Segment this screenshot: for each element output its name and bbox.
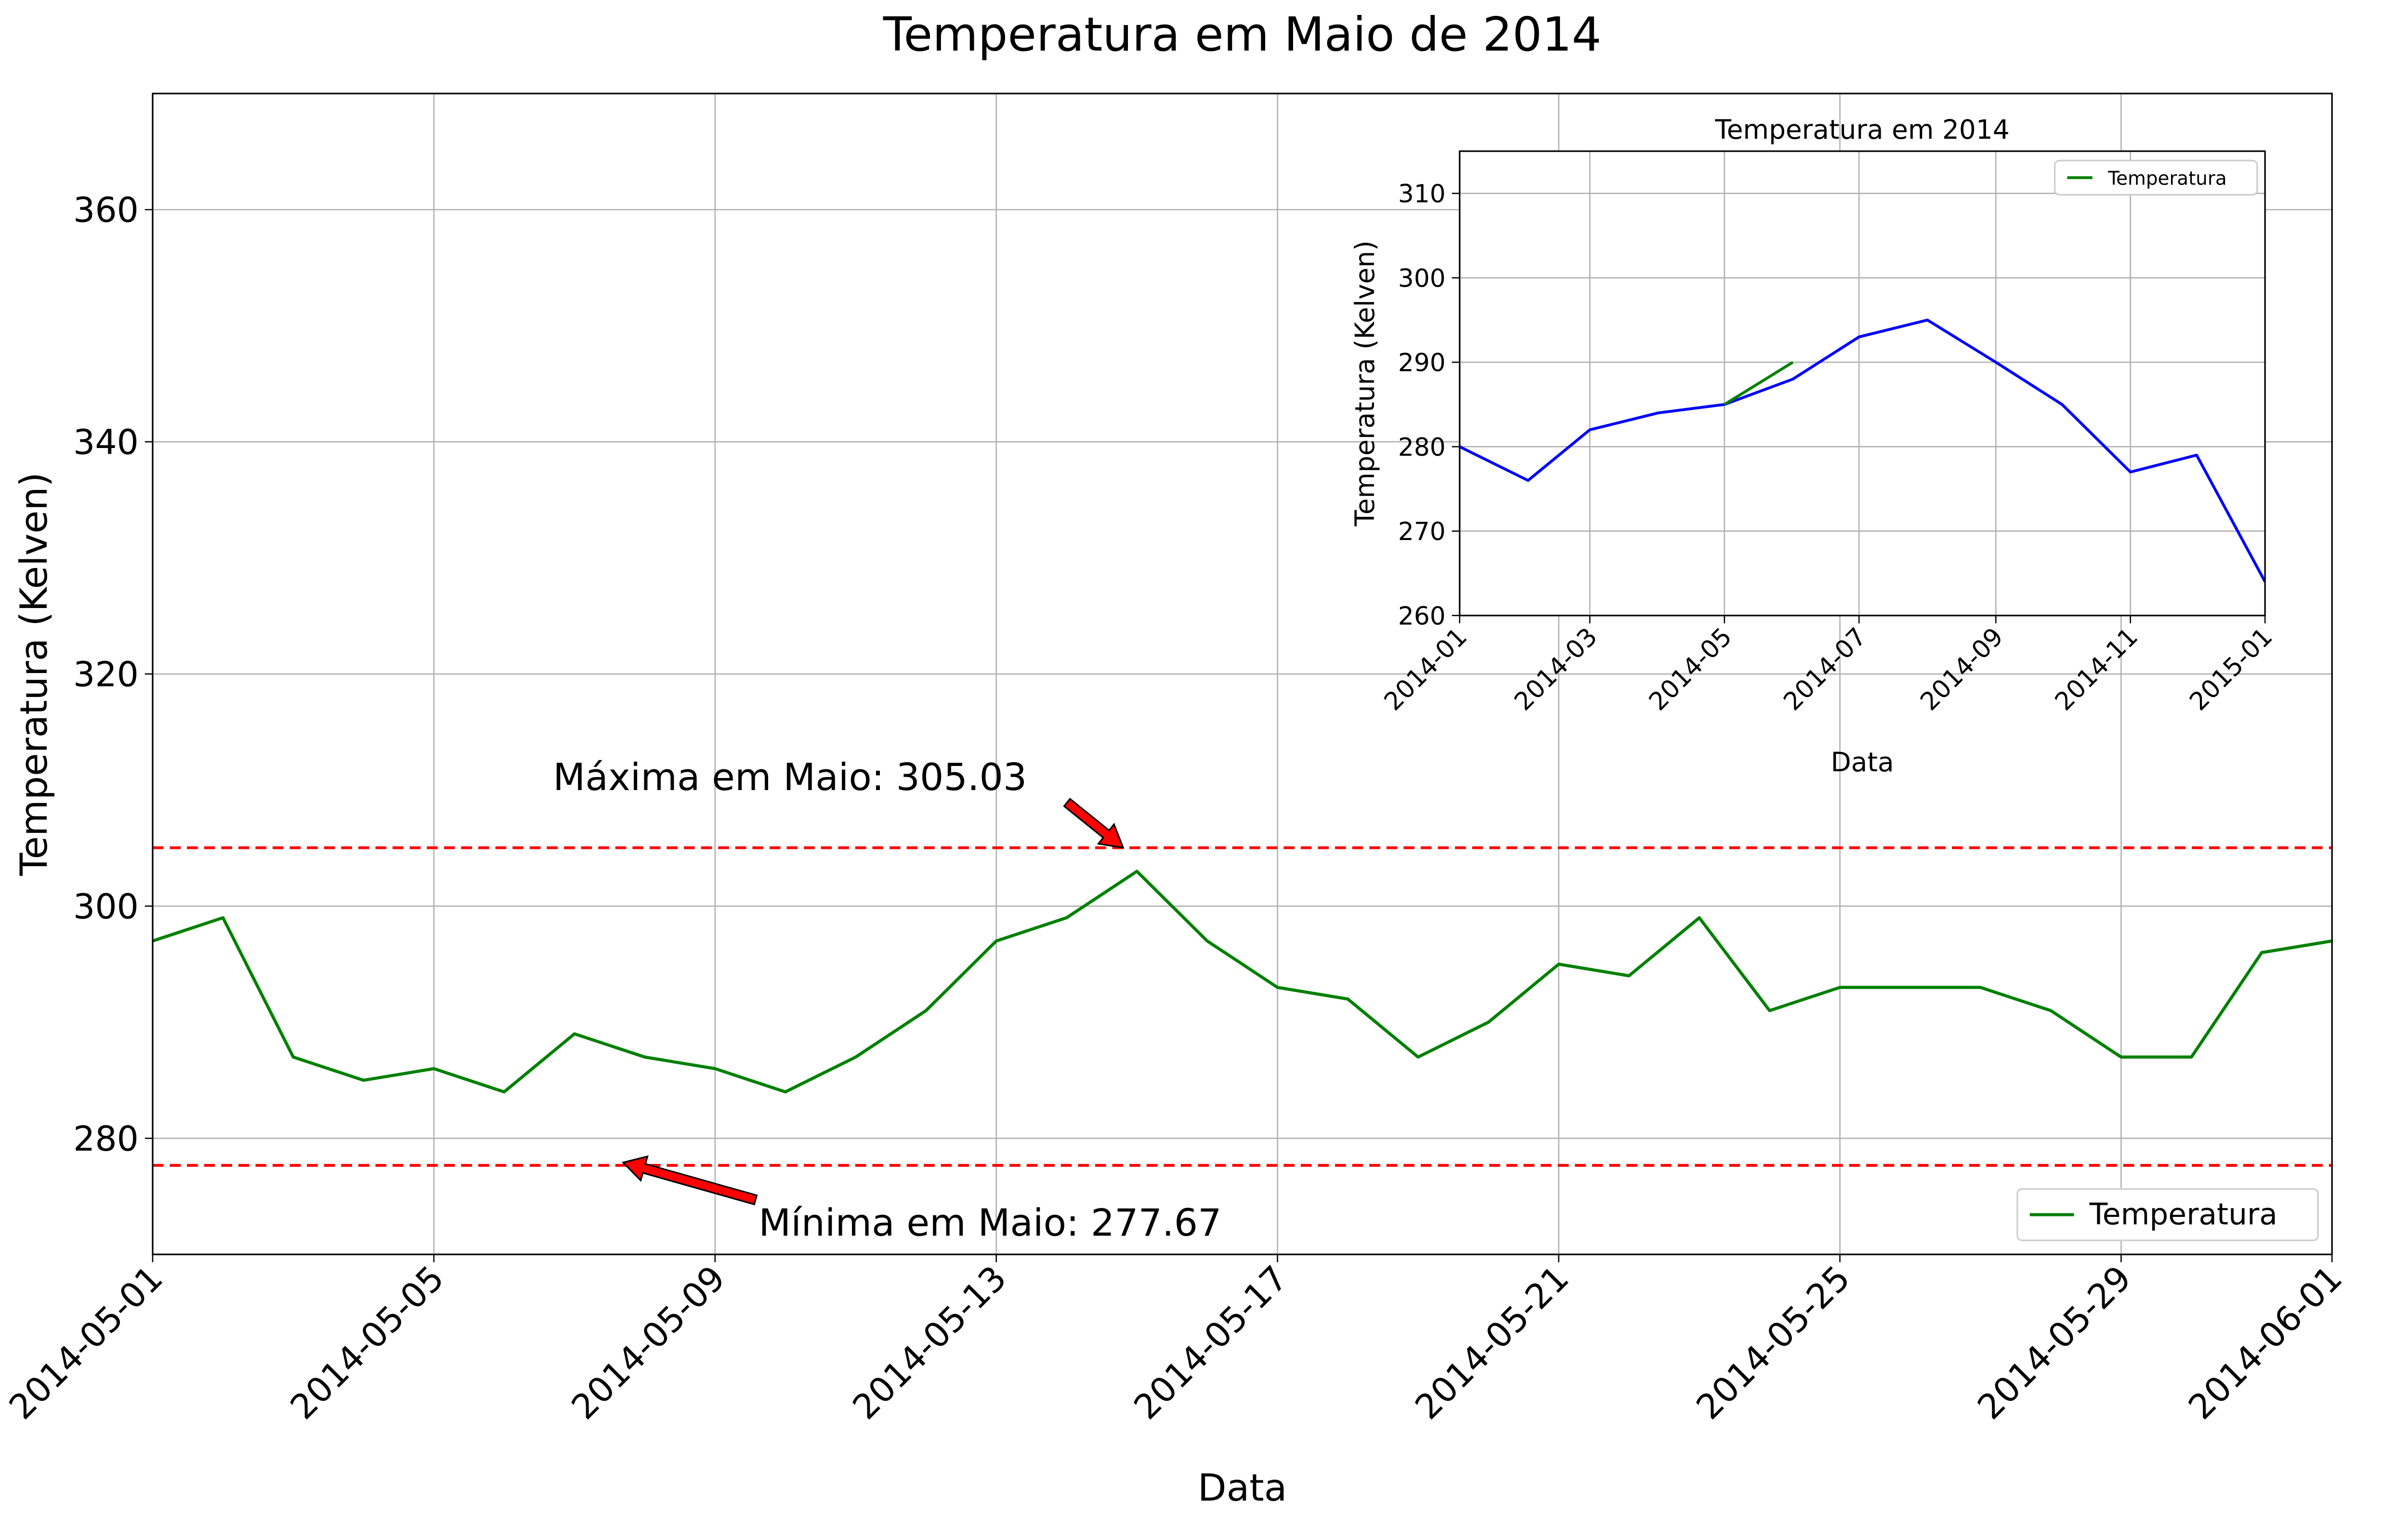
y-tick-label: 360 xyxy=(73,190,139,230)
y-tick-label: 280 xyxy=(73,1119,139,1159)
chart-title: Temperatura em 2014 xyxy=(1714,114,2009,145)
y-tick-label: 320 xyxy=(73,655,139,695)
y-axis-label: Temperatura (Kelven) xyxy=(1349,240,1380,527)
data-line xyxy=(152,870,2332,1094)
legend-box xyxy=(2054,159,2258,196)
annotation-arrow xyxy=(1063,798,1125,849)
annotation: Mínima em Maio: 277.67 xyxy=(759,1201,1221,1245)
annotation: Máxima em Maio: 305.03 xyxy=(553,756,1027,799)
y-tick-label: 260 xyxy=(1398,602,1446,631)
y-axis-label: Temperatura (Kelven) xyxy=(13,472,56,876)
y-tick-label: 340 xyxy=(73,422,139,462)
y-tick-label: 290 xyxy=(1398,349,1446,378)
legend-label: Temperatura xyxy=(2107,168,2227,189)
y-tick-label: 270 xyxy=(1398,517,1446,546)
plot-frame xyxy=(152,92,2333,1255)
data-line xyxy=(1724,361,1794,406)
y-tick-label: 300 xyxy=(73,887,139,927)
inset-background xyxy=(1459,151,2265,616)
x-axis-label: Data xyxy=(1831,747,1894,778)
data-line xyxy=(1459,318,2265,583)
y-tick-label: 300 xyxy=(1398,264,1446,293)
y-tick-label: 310 xyxy=(1398,180,1446,209)
chart-title: Temperatura em Maio de 2014 xyxy=(883,7,1602,62)
plot-frame xyxy=(1459,150,2266,617)
annotation-arrow xyxy=(621,1155,758,1206)
legend-box xyxy=(2016,1188,2319,1241)
legend-label: Temperatura xyxy=(2089,1197,2277,1231)
x-axis-label: Data xyxy=(1198,1466,1287,1510)
y-tick-label: 280 xyxy=(1398,433,1446,462)
